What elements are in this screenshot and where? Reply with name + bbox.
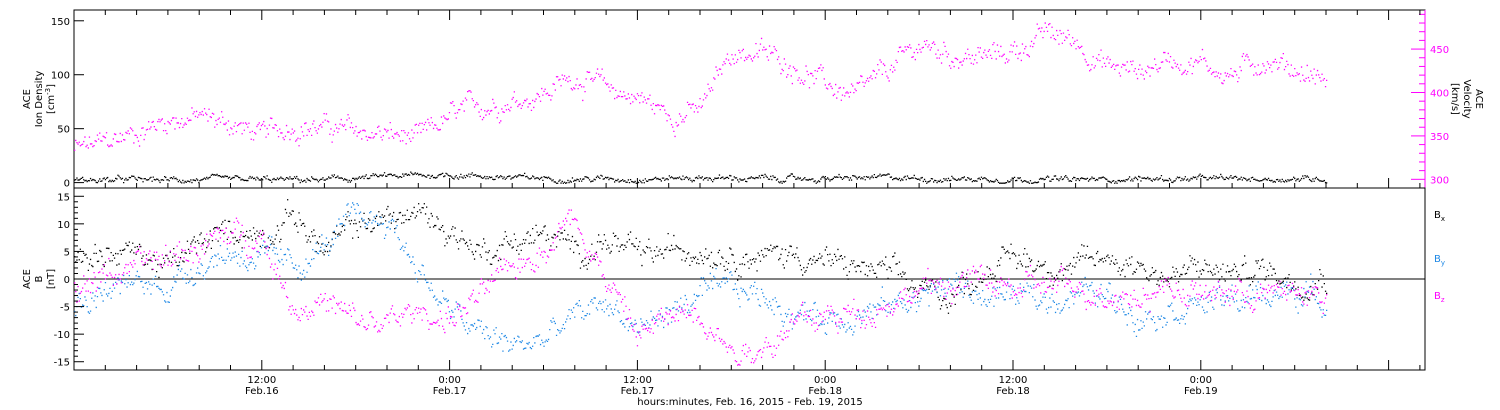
top-left-ylabel-line2: Ion Density [34,71,45,128]
bottom-left-ylabel-units: [nT] [46,269,57,289]
top-right-tick-label: 450 [1430,45,1449,56]
bottom-left-tick-label: -15 [54,358,70,369]
bottom-left-tick-label: 0 [64,275,70,286]
legend-sub: z [1441,296,1445,304]
x-tick-time: 0:00 [1190,375,1212,386]
density-series-dots [74,171,1328,184]
legend-bx: Bx [1434,210,1445,223]
x-tick-date: Feb.19 [1184,386,1218,397]
bottom-left-axis: 15 10 5 0 -5 -10 -15 [54,192,84,369]
top-left-ylabel-units-sup: -3 [44,88,52,95]
x-tick-date: Feb.17 [433,386,467,397]
top-left-tick-label: 100 [51,71,70,82]
legend-bz: Bz [1434,291,1445,304]
bottom-left-tick-label: 10 [57,220,70,231]
bz-series [74,209,1328,366]
top-left-ylabel-units-close: ] [46,84,57,88]
bottom-left-tick-label: -10 [54,330,70,341]
legend-sub: y [1441,259,1445,267]
bottom-left-tick-label: -5 [60,303,70,314]
bottom-left-ylabel-line1: ACE [22,269,33,289]
x-tick-date: Feb.17 [621,386,655,397]
bottom-panel-points [74,199,1328,366]
x-axis: 12:00Feb.160:00Feb.1712:00Feb.170:00Feb.… [73,10,1421,397]
x-tick-time: 0:00 [438,375,460,386]
bottom-left-tick-label: 5 [64,247,70,258]
bx-series-dots [74,199,1328,314]
bx-series [74,199,1328,314]
top-left-ylabel-line1: ACE [22,89,33,109]
legend-label: B [1434,254,1441,265]
legend-label: B [1434,210,1441,221]
top-panel-frame [73,9,1426,189]
velocity-series-dots [74,22,1328,151]
top-panel: 0 50 100 150 300 350 400 450 ACE Ion Density [… [22,9,1484,190]
top-right-ylabel: ACE Velocity [km/s] [1449,79,1484,118]
top-panel-points [74,22,1328,184]
top-right-ylabel-line1: ACE [1473,89,1484,109]
by-series-dots [74,202,1328,352]
density-series [74,171,1328,184]
x-tick-date: Feb.18 [808,386,842,397]
by-series [74,202,1328,352]
bottom-left-ylabel-line2: B [34,275,45,282]
top-left-ylabel-units: [cm-3] [44,84,57,114]
top-left-tick-label: 150 [51,17,70,28]
top-left-tick-label: 0 [64,179,70,190]
x-tick-time: 12:00 [623,375,652,386]
top-right-tick-label: 300 [1430,175,1449,186]
top-right-ylabel-line2: Velocity [1461,79,1472,118]
x-tick-time: 0:00 [814,375,836,386]
top-right-tick-label: 350 [1430,132,1449,143]
legend-by: By [1434,254,1445,267]
bz-series-dots [74,209,1328,366]
top-left-tick-label: 50 [57,125,70,136]
legend-sub: x [1441,215,1445,223]
x-tick-time: 12:00 [999,375,1028,386]
x-tick-date: Feb.16 [245,386,279,397]
top-right-tick-label: 400 [1430,88,1449,99]
velocity-series [74,22,1328,151]
bottom-left-ylabel: ACE B [nT] [22,269,57,289]
x-axis-label: hours:minutes, Feb. 16, 2015 - Feb. 19, … [637,397,862,408]
top-right-axis: 300 350 400 450 [1411,10,1449,188]
bottom-left-tick-label: 15 [57,192,70,203]
top-left-ylabel: ACE Ion Density [cm-3] [22,71,57,128]
x-tick-date: Feb.18 [996,386,1030,397]
x-tick-time: 12:00 [247,375,276,386]
legend-label: B [1434,291,1441,302]
top-left-axis: 0 50 100 150 [51,17,84,190]
top-right-ylabel-units: [km/s] [1449,83,1460,115]
top-left-ylabel-units-open: [cm [46,95,57,114]
